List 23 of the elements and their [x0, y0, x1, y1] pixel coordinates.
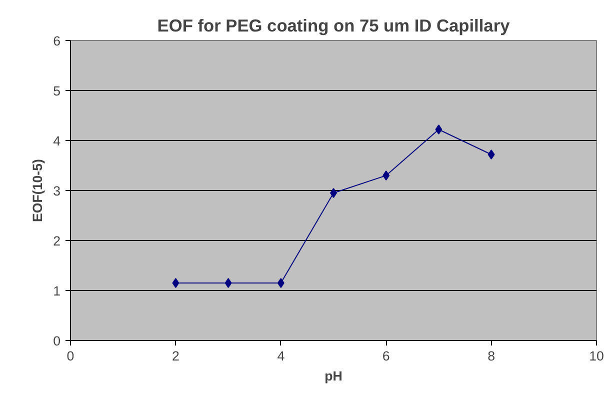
y-axis-title: EOF(10-5) — [30, 159, 46, 222]
point — [277, 278, 284, 288]
point — [435, 124, 442, 134]
point — [488, 150, 495, 160]
point — [330, 188, 337, 198]
x-tick-label: 6 — [382, 348, 390, 364]
x-axis-title: pH — [324, 368, 342, 384]
chart-title: EOF for PEG coating on 75 um ID Capillary — [157, 16, 510, 36]
x-tick-label: 10 — [589, 348, 604, 364]
point — [224, 278, 232, 288]
y-tick-label: 6 — [53, 34, 61, 48]
y-tick-label: 5 — [53, 84, 61, 98]
x-tick-label: 8 — [488, 348, 496, 364]
point — [172, 278, 180, 288]
x-tick-label: 4 — [277, 348, 286, 364]
y-tick-label: 1 — [53, 284, 61, 298]
y-tick-label: 0 — [53, 334, 61, 348]
x-tick-label: 0 — [66, 348, 74, 364]
y-tick-label: 4 — [53, 134, 62, 148]
y-tick-label: 2 — [53, 234, 61, 248]
point — [382, 170, 390, 180]
x-tick-label: 2 — [172, 348, 180, 364]
y-tick-label: 3 — [53, 184, 61, 198]
